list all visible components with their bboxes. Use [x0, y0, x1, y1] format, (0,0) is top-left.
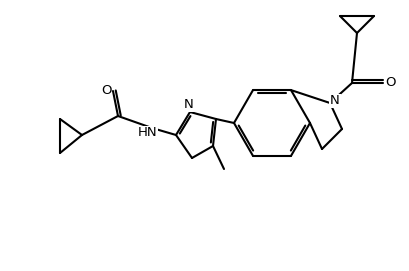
Text: O: O — [101, 85, 111, 98]
Text: HN: HN — [138, 127, 158, 140]
Text: N: N — [330, 95, 340, 108]
Text: N: N — [184, 98, 194, 111]
Text: O: O — [385, 76, 395, 89]
